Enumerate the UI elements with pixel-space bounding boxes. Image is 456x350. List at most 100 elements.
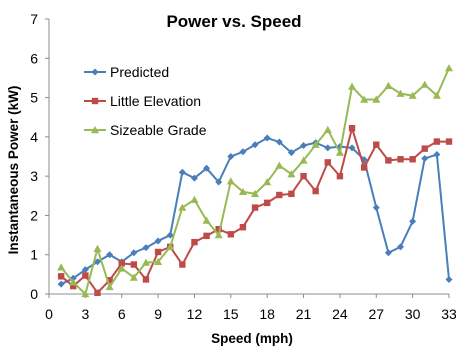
- data-point: [215, 178, 223, 186]
- data-point: [372, 95, 381, 103]
- data-point: [385, 157, 392, 164]
- data-point: [287, 149, 295, 157]
- legend-label: Predicted: [110, 64, 169, 80]
- data-point: [360, 95, 369, 103]
- data-point: [360, 164, 368, 171]
- data-point: [166, 242, 175, 251]
- legend-item: Sizeable Grade: [84, 122, 207, 138]
- data-point: [142, 276, 150, 283]
- axes: [48, 19, 449, 295]
- data-point: [105, 282, 114, 291]
- data-point: [263, 199, 271, 207]
- data-point: [433, 138, 441, 145]
- data-point: [445, 64, 453, 72]
- data-point: [227, 231, 235, 238]
- data-point: [130, 261, 138, 268]
- x-tick-label: 12: [187, 306, 203, 322]
- data-point: [214, 231, 223, 239]
- y-tick-label: 2: [30, 207, 38, 223]
- legend-label: Little Elevation: [110, 93, 201, 109]
- x-tick-label: 21: [296, 306, 312, 322]
- x-tick-label: 33: [441, 306, 456, 322]
- data-point: [397, 156, 404, 163]
- data-point: [93, 258, 101, 266]
- data-point: [348, 144, 356, 152]
- data-point: [70, 282, 77, 290]
- x-tick-label: 18: [259, 306, 275, 322]
- data-point: [239, 224, 247, 231]
- data-point: [215, 225, 222, 233]
- data-point: [118, 260, 125, 267]
- data-point: [408, 91, 417, 99]
- data-point: [239, 148, 247, 156]
- data-point: [311, 140, 320, 148]
- data-point: [202, 216, 211, 224]
- data-point: [276, 191, 283, 199]
- legend-swatch-marker: [91, 126, 99, 134]
- data-point: [251, 141, 259, 149]
- x-tick-label: 9: [154, 306, 162, 322]
- data-point: [432, 91, 441, 99]
- y-axis-label: Instantaneous Power (kW): [6, 86, 21, 255]
- data-point: [154, 257, 163, 265]
- y-tick-label: 5: [30, 90, 38, 106]
- data-point: [191, 238, 198, 246]
- series-little-elevation: [57, 125, 453, 297]
- legend: Predicted Little Elevation Sizeable Grade: [84, 64, 207, 138]
- data-point: [263, 178, 272, 186]
- data-point: [69, 278, 78, 286]
- y-tick-label: 0: [30, 286, 38, 302]
- data-point: [299, 156, 308, 164]
- data-point: [409, 217, 417, 225]
- data-point: [190, 195, 199, 203]
- chart-title: Power vs. Speed: [166, 12, 301, 31]
- data-point: [154, 248, 162, 256]
- data-point: [397, 243, 405, 251]
- data-point: [178, 203, 187, 211]
- x-tick-label: 3: [81, 306, 89, 322]
- data-point: [300, 172, 307, 180]
- data-point: [130, 249, 138, 257]
- data-point: [226, 177, 235, 185]
- x-tick-label: 6: [118, 306, 126, 322]
- data-point: [335, 148, 344, 156]
- data-point: [93, 244, 102, 253]
- x-tick-label: 15: [223, 306, 239, 322]
- data-point: [263, 134, 271, 142]
- data-point: [129, 273, 138, 281]
- data-point: [288, 190, 295, 198]
- data-point: [81, 266, 89, 274]
- data-point: [251, 189, 260, 198]
- data-point: [409, 156, 416, 163]
- series-sizeable-grade: [57, 64, 453, 298]
- data-point: [275, 138, 283, 146]
- legend-item: Little Elevation: [84, 93, 201, 109]
- data-point: [396, 89, 405, 97]
- data-point: [203, 164, 211, 172]
- data-point: [323, 125, 332, 133]
- data-point: [106, 277, 113, 284]
- y-tick-label: 6: [30, 50, 38, 66]
- data-point: [372, 204, 380, 212]
- data-point: [117, 264, 126, 272]
- data-point: [57, 263, 66, 271]
- data-point: [275, 161, 284, 169]
- x-tick-label: 24: [332, 306, 348, 322]
- data-point: [106, 251, 114, 259]
- legend-swatch-marker: [91, 68, 99, 76]
- data-point: [373, 141, 380, 148]
- data-point: [336, 172, 344, 180]
- data-point: [82, 272, 89, 279]
- y-tick-label: 7: [30, 11, 38, 27]
- data-point: [178, 168, 186, 176]
- data-point: [238, 187, 247, 196]
- legend-item: Predicted: [84, 64, 169, 80]
- data-point: [154, 237, 162, 245]
- legend-swatch-marker: [91, 97, 99, 105]
- data-point: [384, 81, 393, 89]
- data-point: [445, 275, 453, 283]
- data-point: [384, 249, 392, 257]
- series-group: [57, 64, 453, 298]
- data-point: [312, 187, 319, 195]
